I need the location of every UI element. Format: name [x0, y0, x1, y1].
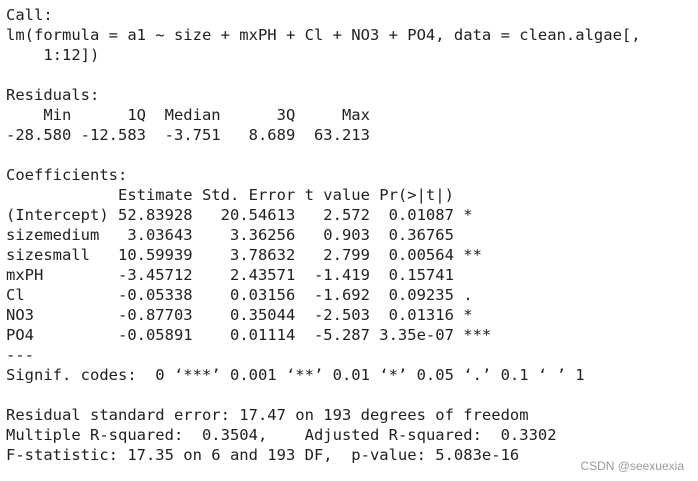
- r-console-output: Call: lm(formula = a1 ~ size + mxPH + Cl …: [6, 5, 641, 465]
- residuals-columns: Min 1Q Median 3Q Max: [6, 106, 380, 124]
- residual-standard-error: Residual standard error: 17.47 on 193 de…: [6, 406, 529, 424]
- coef-row-sizemedium: sizemedium 3.03643 3.36256 0.903 0.36765: [6, 226, 492, 244]
- coef-row-no3: NO3 -0.87703 0.35044 -2.503 0.01316 *: [6, 306, 492, 324]
- coef-row-sizesmall: sizesmall 10.59939 3.78632 2.799 0.00564…: [6, 246, 492, 264]
- residuals-values: -28.580 -12.583 -3.751 8.689 63.213: [6, 126, 380, 144]
- blank-line: [6, 385, 641, 405]
- r-squared-line: Multiple R-squared: 0.3504, Adjusted R-s…: [6, 426, 566, 444]
- coef-row-cl: Cl -0.05338 0.03156 -1.692 0.09235 .: [6, 286, 492, 304]
- coef-row-intercept: (Intercept) 52.83928 20.54613 2.572 0.01…: [6, 206, 492, 224]
- f-statistic-line: F-statistic: 17.35 on 6 and 193 DF, p-va…: [6, 446, 520, 464]
- coefficients-columns: Estimate Std. Error t value Pr(>|t|): [6, 186, 492, 204]
- call-header: Call:: [6, 6, 53, 24]
- residuals-header: Residuals:: [6, 86, 100, 104]
- separator-line: ---: [6, 346, 34, 364]
- call-line-2: 1:12]): [6, 46, 100, 64]
- coef-row-mxph: mxPH -3.45712 2.43571 -1.419 0.15741: [6, 266, 492, 284]
- blank-line: [6, 65, 641, 85]
- watermark: CSDN @seexuexia: [580, 459, 684, 473]
- call-line-1: lm(formula = a1 ~ size + mxPH + Cl + NO3…: [6, 26, 641, 44]
- coefficients-header: Coefficients:: [6, 166, 128, 184]
- blank-line: [6, 145, 641, 165]
- signif-codes: Signif. codes: 0 ‘***’ 0.001 ‘**’ 0.01 ‘…: [6, 366, 585, 384]
- coef-row-po4: PO4 -0.05891 0.01114 -5.287 3.35e-07 ***: [6, 326, 492, 344]
